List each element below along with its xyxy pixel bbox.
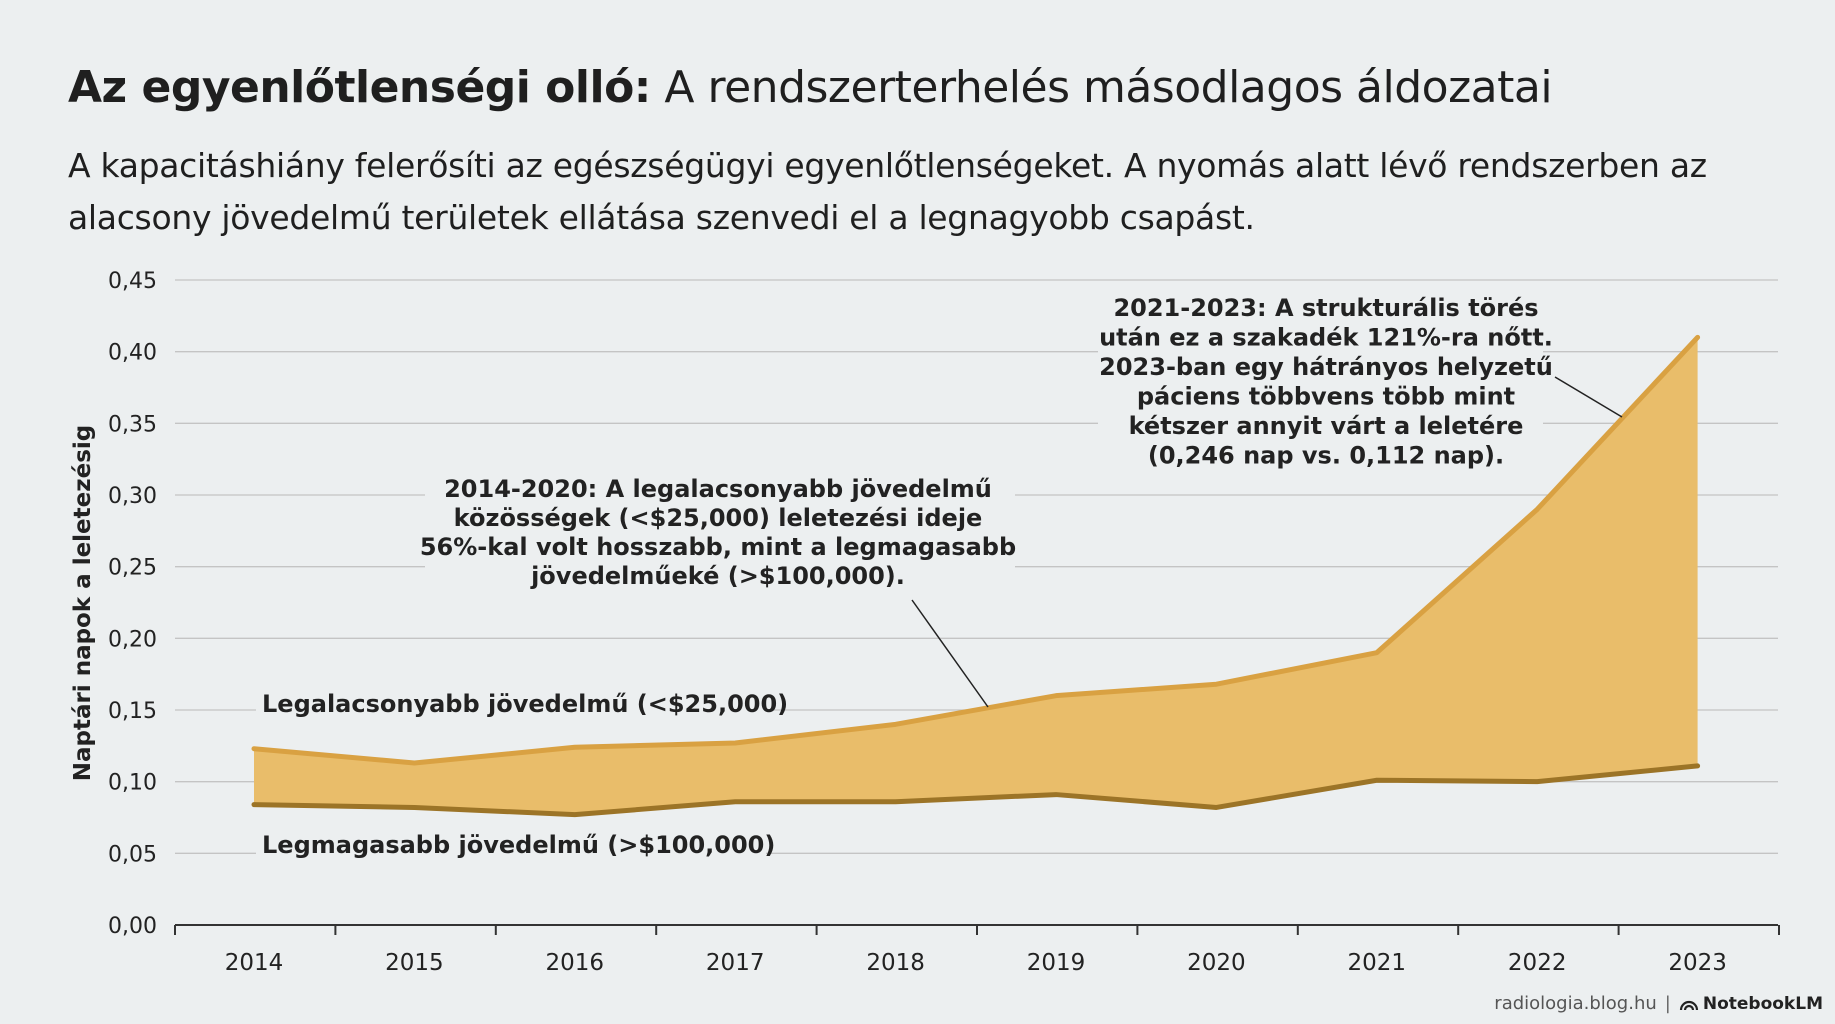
footer: radiologia.blog.hu | NotebookLM [1494,993,1823,1014]
data-point-lowest-income [893,722,898,727]
gap-area [254,337,1698,815]
x-tick-label: 2015 [385,950,444,976]
annotation-2-line: (0,246 nap vs. 0,112 nap). [1148,442,1504,470]
x-tick-label: 2022 [1508,950,1567,976]
data-point-lowest-income [1695,335,1700,340]
data-point-highest-income [1535,779,1540,784]
subtitle-line-1: A kapacitáshiány felerősíti az egészségü… [68,146,1707,185]
x-tick-label: 2023 [1668,950,1727,976]
annotation-2-line: után ez a szakadék 121%-ra nőtt. [1099,324,1553,352]
chart-title-rest: A rendszerterhelés másodlagos áldozatai [664,62,1553,113]
y-tick-label: 0,40 [108,341,157,366]
y-tick-label: 0,20 [108,627,157,652]
data-point-highest-income [1214,805,1219,810]
series-label-highest-income-bg [256,829,766,862]
y-tick-label: 0,35 [108,412,157,437]
y-tick-label: 0,25 [108,556,157,581]
data-point-highest-income [572,812,577,817]
series-line-lowest-income [251,334,1701,766]
x-tick-label: 2021 [1348,950,1407,976]
data-point-highest-income [733,799,738,804]
data-point-highest-income [893,799,898,804]
chart-title: Az egyenlőtlenségi olló: A rendszerterhe… [68,58,1553,118]
chart-subtitle: A kapacitáshiány felerősíti az egészségü… [68,140,1768,244]
annotation-2-line: 2021-2023: A strukturális törés [1113,294,1538,322]
chart-title-bold: Az egyenlőtlenségi olló: [68,62,651,113]
data-point-highest-income [1054,792,1058,797]
y-tick-label: 0,30 [108,484,157,509]
x-tick-label: 2020 [1187,950,1246,976]
data-point-highest-income [1695,763,1700,768]
footer-brand: NotebookLM [1679,994,1823,1014]
annotation-2-line: kétszer annyit várt a leletére [1129,412,1524,440]
annotation-1-bg [425,470,1015,597]
subtitle-line-2: alacsony jövedelmű területek ellátása sz… [68,198,1255,237]
footer-source: radiologia.blog.hu [1494,993,1657,1014]
y-axis-label: Naptári napok a leletezésig [70,425,96,782]
annotation-2-line: páciens többvens több mint [1137,383,1515,411]
data-point-lowest-income [252,746,256,751]
y-tick-label: 0,10 [108,771,157,796]
data-point-lowest-income [1535,507,1540,512]
y-tick-label: 0,15 [108,699,157,724]
notebooklm-logo-icon [1679,1000,1698,1010]
x-tick-label: 2019 [1027,950,1086,976]
annotation-1-line: 56%-kal volt hosszabb, mint a legmagasab… [420,533,1016,561]
y-tick-label: 0,00 [108,914,157,939]
data-point-highest-income [412,805,417,810]
annotation-1-line: közösségek (<$25,000) leletezési ideje [454,504,983,532]
data-point-highest-income [252,802,256,807]
data-point-lowest-income [1054,693,1058,698]
series-line-highest-income [251,763,1701,818]
annotation-1-line: 2014-2020: A legalacsonyabb jövedelmű [444,475,992,503]
footer-brand-label: NotebookLM [1702,993,1823,1014]
series-label-lowest-income-bg [256,688,766,721]
series-label-highest-income: Legmagasabb jövedelmű (>$100,000) [262,831,775,859]
annotation-1-leader [911,599,989,708]
x-tick-label: 2016 [546,950,605,976]
data-point-lowest-income [572,745,577,750]
y-tick-label: 0,05 [108,842,157,867]
annotation-1-line: jövedelműeké (>$100,000). [530,562,905,590]
data-point-lowest-income [1214,682,1219,687]
series-label-lowest-income: Legalacsonyabb jövedelmű (<$25,000) [262,690,788,718]
x-tick-label: 2018 [866,950,925,976]
annotation-2-bg [1098,285,1543,475]
annotation-2-leader [1554,376,1623,418]
x-tick-label: 2014 [225,950,284,976]
footer-separator: | [1664,993,1671,1014]
annotation-2-line: 2023-ban egy hátrányos helyzetű [1099,353,1553,381]
data-point-lowest-income [412,761,417,766]
data-point-highest-income [1374,778,1379,783]
data-point-lowest-income [733,740,738,745]
x-tick-label: 2017 [706,950,765,976]
y-tick-label: 0,45 [108,269,157,294]
data-point-lowest-income [1374,650,1379,655]
